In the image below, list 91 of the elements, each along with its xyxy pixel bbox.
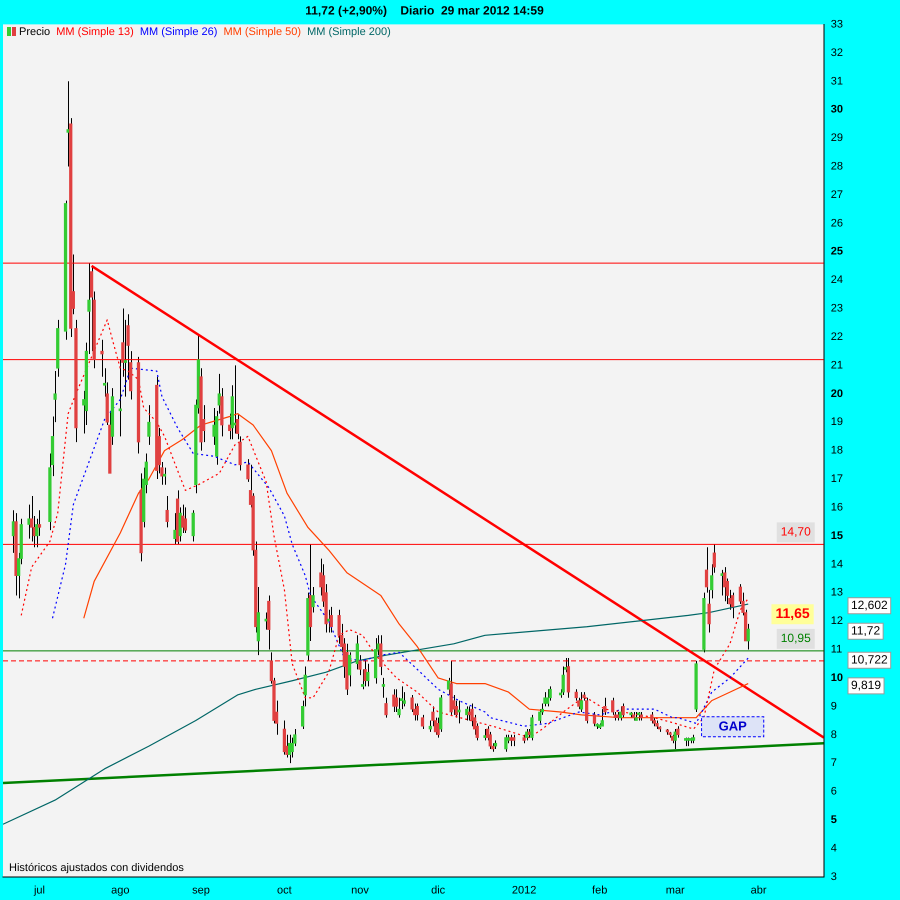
candlestick: [184, 506, 188, 534]
y-tick-label: 13: [830, 586, 844, 599]
y-tick-label: 25: [830, 246, 844, 258]
x-tick-label: jul: [32, 884, 45, 896]
candlestick: [420, 714, 424, 730]
candlestick: [622, 702, 625, 718]
ref-line-label: 14,70: [780, 524, 812, 539]
candlestick: [366, 663, 370, 687]
x-tick-label: nov: [351, 884, 370, 896]
candlestick: [192, 510, 195, 542]
text: 9,819: [851, 678, 882, 692]
candlestick: [465, 706, 468, 722]
y-tick-label: 15: [830, 530, 844, 542]
candlestick: [512, 734, 516, 747]
candlestick: [100, 339, 104, 378]
y-tick-label: 4: [830, 842, 837, 854]
legend-label: Precio: [19, 26, 50, 38]
candlestick: [600, 708, 604, 727]
candlestick: [746, 623, 750, 650]
y-tick-label: 14: [830, 558, 844, 570]
candlestick: [379, 634, 382, 676]
x-tick-label: abr: [750, 884, 767, 896]
y-tick-label: 11: [830, 644, 842, 656]
candlestick: [384, 697, 388, 718]
candlestick: [562, 666, 565, 696]
candlestick: [181, 504, 184, 534]
candlestick: [457, 700, 461, 724]
y-tick-label: 6: [830, 786, 837, 798]
candlestick: [118, 359, 122, 437]
x-tick-label: ago: [111, 884, 130, 896]
x-tick-label: feb: [592, 884, 608, 896]
y-tick-label: 12: [830, 615, 844, 628]
candlestick: [416, 702, 419, 722]
x-tick-label: mar: [666, 884, 686, 896]
y-tick-label: 31: [830, 75, 844, 88]
y-tick-label: 33: [830, 18, 844, 30]
candlestick: [392, 688, 396, 713]
y-tick-label: 10: [830, 672, 844, 684]
y-tick-label: 27: [830, 188, 844, 201]
text: MM (Simple 50): [223, 26, 302, 38]
y-tick-label: 28: [830, 160, 844, 172]
y-tick-label: 30: [830, 104, 844, 116]
y-tick-label: 32: [830, 46, 844, 59]
text: 12,602: [851, 598, 888, 612]
candlestick: [311, 586, 315, 614]
candlestick: [330, 606, 333, 633]
candlestick: [348, 652, 352, 687]
text: 11,72: [851, 624, 880, 638]
y-tick-label: 26: [830, 217, 844, 230]
x-tick-label: sep: [192, 884, 210, 896]
annotation: 11,65: [775, 605, 810, 622]
candlestick: [585, 697, 588, 724]
y-tick-label: 9: [830, 700, 837, 712]
y-tick-label: 20: [830, 388, 844, 400]
chart-title: 11,72 (+2,90%) Diario 29 mar 2012 14:59: [305, 4, 544, 18]
x-tick-label: 2012: [512, 884, 536, 896]
candlestick: [592, 712, 596, 727]
text: 10,722: [851, 652, 888, 667]
candlestick: [178, 506, 182, 542]
candlestick: [147, 404, 151, 446]
y-tick-label: 7: [830, 757, 837, 770]
y-tick-label: 19: [830, 416, 844, 428]
candlestick: [580, 692, 584, 713]
y-tick-label: 5: [830, 814, 837, 826]
candlestick: [525, 728, 528, 741]
x-tick-label: dic: [431, 884, 446, 896]
ref-line-label: 10,95: [780, 631, 812, 646]
candlestick: [730, 592, 734, 619]
y-tick-label: 8: [830, 728, 837, 741]
candlestick: [166, 496, 169, 528]
text: MM (Simple 26): [140, 26, 218, 38]
y-tick-label: 24: [830, 274, 844, 286]
text: MM (Simple 13): [56, 26, 134, 38]
y-tick-label: 16: [830, 501, 844, 514]
y-tick-label: 23: [830, 302, 844, 315]
text: MM (Simple 200): [307, 26, 391, 38]
y-tick-label: 22: [830, 330, 844, 343]
y-tick-label: 29: [830, 132, 844, 144]
y-tick-label: 17: [830, 473, 844, 486]
annotation: GAP: [718, 718, 748, 734]
candlestick: [546, 688, 550, 707]
y-tick-label: 3: [830, 870, 837, 883]
candlestick: [382, 677, 386, 698]
candlestick: [723, 566, 726, 602]
annotation: Históricos ajustados con dividendos: [9, 862, 184, 874]
x-tick-label: oct: [277, 884, 292, 896]
candlestick: [574, 688, 578, 702]
candlestick: [428, 720, 432, 732]
y-tick-label: 21: [830, 359, 844, 372]
y-tick-label: 18: [830, 444, 844, 457]
candlestick: [650, 712, 654, 724]
